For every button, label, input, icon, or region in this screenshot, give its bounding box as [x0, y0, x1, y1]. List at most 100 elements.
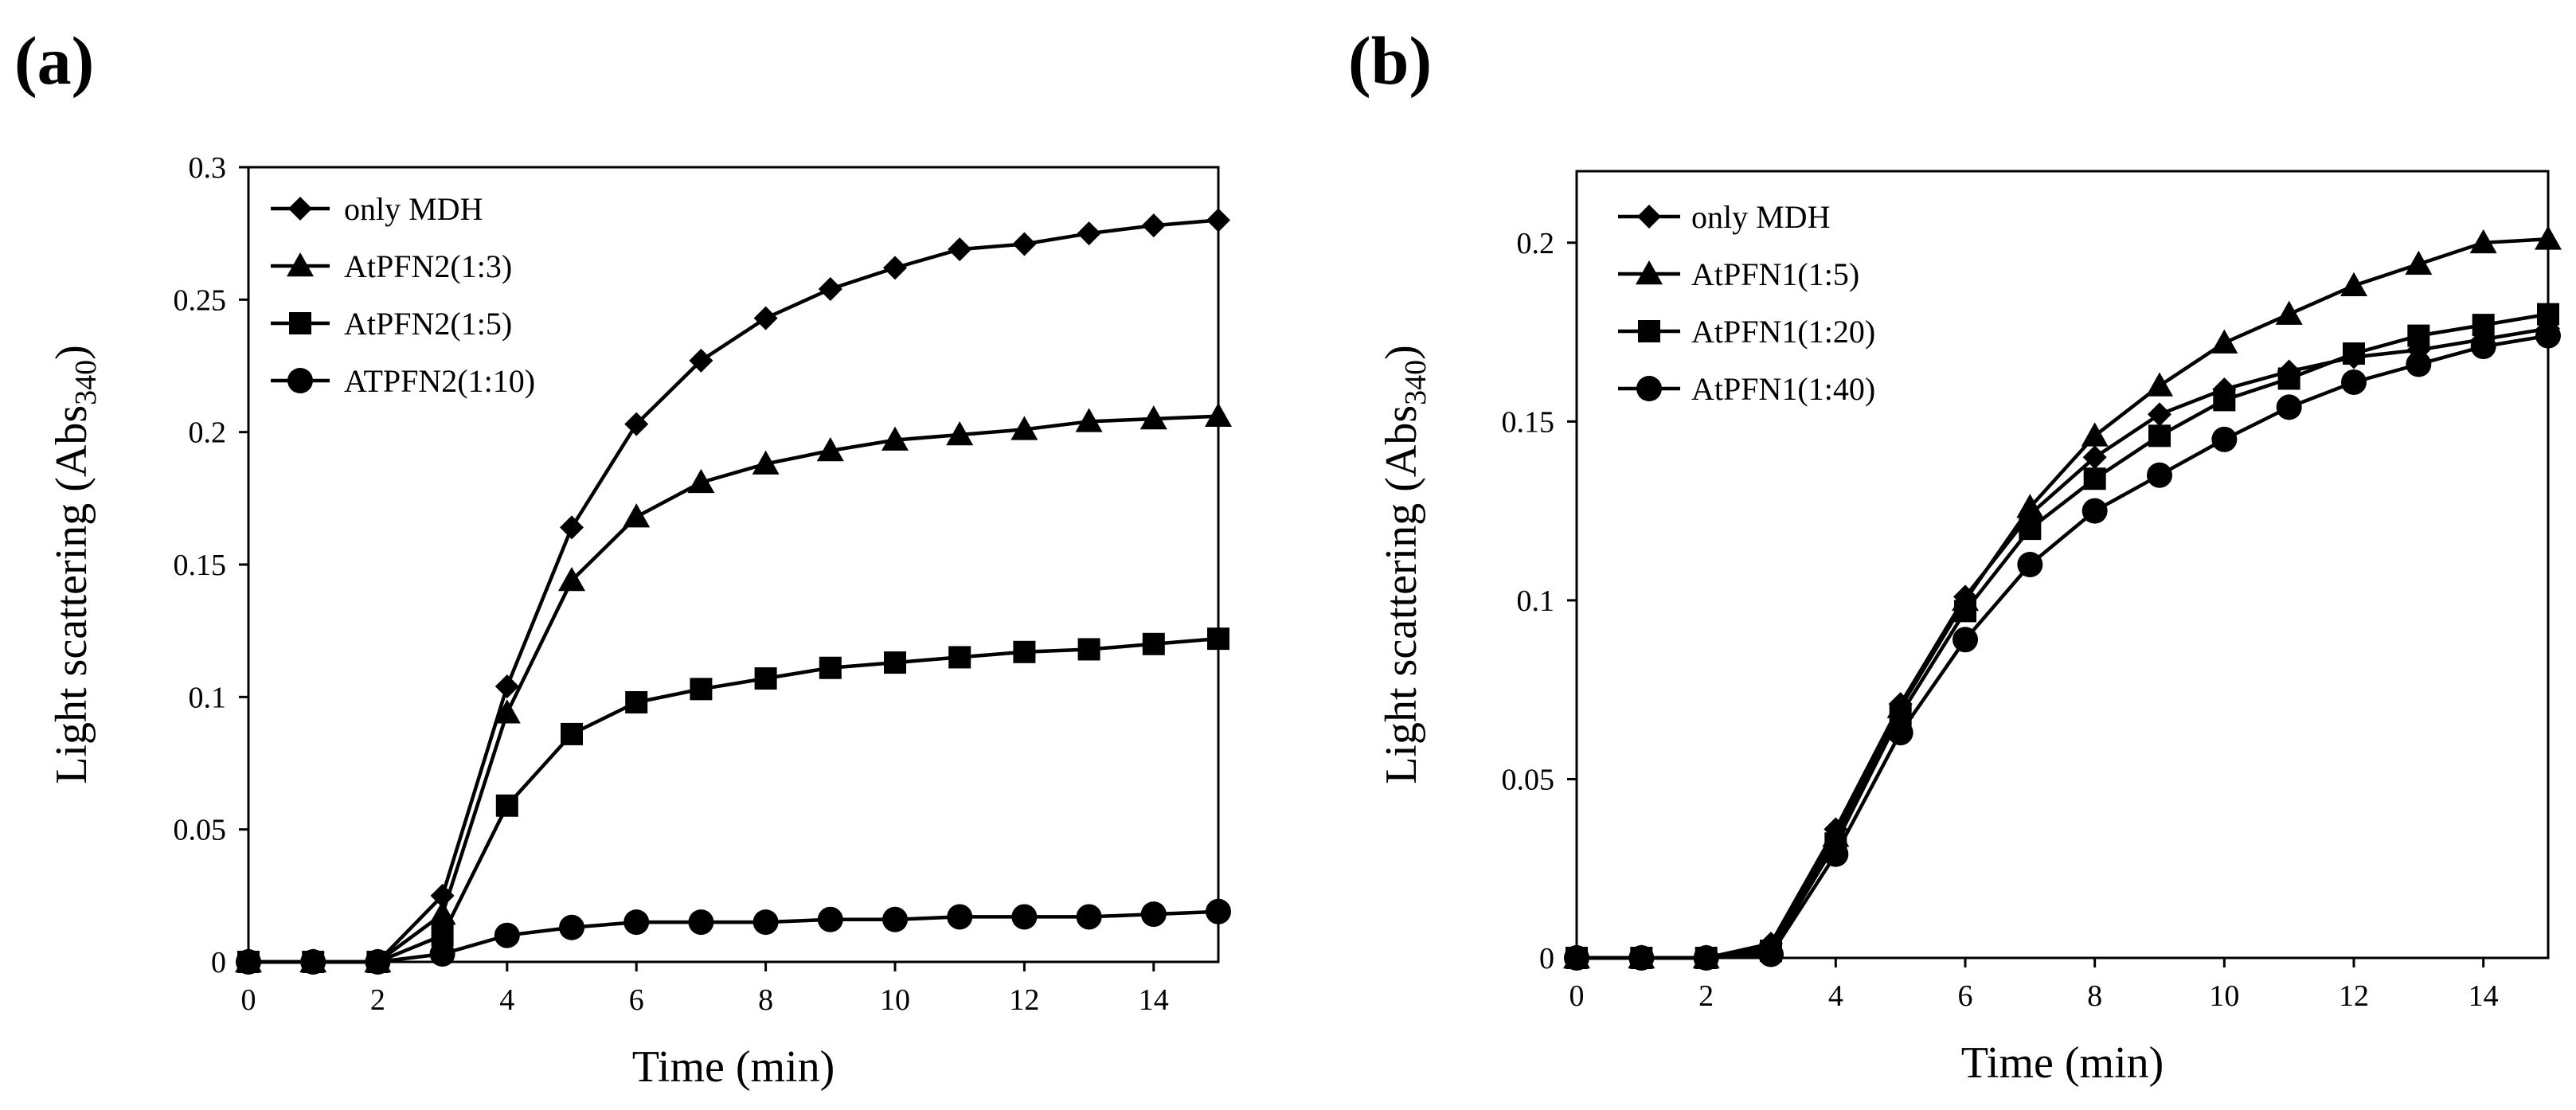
panel-a-data-point [493, 699, 521, 724]
panel-b-x-tick-label: 0 [1569, 979, 1585, 1013]
panel-a-data-point [1077, 221, 1101, 246]
panel-b-plot-frame [1575, 170, 2550, 960]
panel-a-data-point [494, 922, 520, 948]
panel-b-x-tick-label: 6 [1958, 979, 1973, 1013]
panel-a-legend: only MDH AtPFN2(1:3) AtPFN2(1:5) ATPFN2(1:1… [271, 191, 535, 399]
panel-b: (b) 0 2 4 6 8 10 12 14 0 0.05 0.1 0.15 0.2 Time (min) L… [1348, 22, 2562, 1088]
panel-a-data-point [1141, 213, 1166, 238]
panel-b-data-point [2275, 300, 2303, 325]
panel-a-legend-label: AtPFN2(1:3) [344, 248, 512, 284]
panel-a-data-point [690, 678, 713, 701]
panel-b-data-point [2407, 324, 2430, 347]
panel-a-data-point [882, 906, 908, 932]
panel-b-data-point [1628, 945, 1655, 971]
panel-a-label: (a) [14, 22, 94, 99]
panel-a-legend-marker [287, 252, 314, 277]
panel-a-data-point [559, 914, 584, 940]
panel-a-series-line [248, 909, 1219, 964]
panel-b-x-tick-label: 12 [2339, 979, 2369, 1013]
panel-b-legend-label: only MDH [1691, 199, 1830, 235]
panel-a-legend-label: only MDH [344, 191, 483, 227]
panel-a-data-point [881, 426, 909, 451]
panel-b-x-axis-title: Time (min) [1961, 1038, 2164, 1088]
panel-b-series-line [1577, 326, 2549, 960]
panel-a-y-tick-label: 0.1 [189, 681, 227, 714]
panel-a-data-point [494, 674, 519, 699]
panel-a-data-point [884, 651, 906, 674]
panel-a-data-point [817, 906, 843, 932]
panel-b-data-point [2469, 229, 2497, 254]
panel-b-data-point [2276, 394, 2302, 420]
panel-a-y-axis-title: Light scattering (Abs340) [47, 345, 103, 784]
panel-a-data-point [946, 420, 974, 446]
panel-b-legend: only MDH AtPFN1(1:5) AtPFN1(1:20) AtPFN1(1:… [1618, 199, 1875, 407]
panel-a-data-point [1076, 904, 1102, 930]
panel-a-data-point [689, 348, 713, 373]
panel-a-data-point [819, 656, 842, 679]
panel-a-data-point [300, 949, 326, 975]
panel-a-data-point [753, 306, 778, 330]
panel-a-x-tick-label: 6 [629, 983, 644, 1017]
panel-a-data-point [1205, 402, 1232, 427]
panel-a-x-tick-label: 0 [241, 983, 256, 1017]
panel-a-data-point [1077, 638, 1100, 661]
panel-a-series-line [248, 414, 1219, 964]
panel-b-data-point [2472, 314, 2495, 337]
panel-b-x-tick-label: 2 [1698, 979, 1714, 1013]
panel-a-data-point [560, 515, 584, 540]
panel-a-data-point [752, 909, 779, 936]
panel-b-data-point [2019, 518, 2042, 541]
panel-a-data-point [883, 256, 907, 280]
panel-b-series-diamond [1565, 316, 2560, 970]
panel-b-data-point [2147, 462, 2172, 488]
panel-b-series-line [1577, 312, 2549, 960]
panel-b-x-tick-label: 10 [2209, 979, 2239, 1013]
panel-b-legend-label: AtPFN1(1:5) [1691, 256, 1859, 292]
panel-a-data-point [624, 412, 649, 436]
panel-a-data-point [816, 436, 844, 462]
panel-a-series-circle [236, 898, 1231, 975]
panel-b-data-point [2082, 498, 2108, 524]
panel-a-data-point [818, 277, 842, 302]
panel-a-data-point [561, 722, 583, 745]
panel-a-data-point [623, 503, 651, 528]
panel-b-data-point [2343, 342, 2365, 365]
panel-a-legend-label: ATPFN2(1:10) [344, 363, 535, 399]
panel-a-x-tick-label: 14 [1139, 983, 1169, 1017]
panel-b-data-point [2535, 322, 2561, 349]
panel-a-data-point [236, 949, 261, 975]
panel-b-data-point [2016, 494, 2044, 518]
panel-b-x-tick-label: 8 [2087, 979, 2102, 1013]
panel-a-data-point [687, 468, 715, 494]
panel-b-x-tick-label: 14 [2469, 979, 2499, 1013]
panel-b-series-circle [1564, 322, 2561, 971]
panel-a-series-line [248, 636, 1219, 964]
panel-a-series-triangle [235, 402, 1232, 973]
panel-b-x-tick-label: 4 [1828, 979, 1843, 1013]
panel-b-legend-marker [1638, 320, 1660, 342]
panel-b-data-point [2148, 402, 2171, 427]
panel-b-y-tick-label: 0.2 [1517, 227, 1555, 260]
panel-a-y-tick-label: 0.2 [189, 416, 227, 450]
panel-b-y-axis-title: Light scattering (Abs340) [1377, 345, 1433, 784]
panel-b-data-point [1564, 945, 1589, 971]
panel-b-y-tick-label: 0.05 [1502, 763, 1555, 796]
panel-b-legend-marker [1636, 260, 1663, 285]
panel-a: (a) 0 2 4 6 8 10 12 14 0 0.05 0.1 0.15 0.2 0.25 0.3 Time… [14, 22, 1232, 1092]
panel-a-data-point [752, 450, 780, 475]
panel-a-y-tick-label: 0.25 [174, 283, 227, 317]
panel-b-y-tick-label: 0.1 [1517, 584, 1555, 618]
panel-b-y-tick-label: 0.15 [1502, 405, 1555, 439]
panel-a-legend-label: AtPFN2(1:5) [344, 306, 512, 342]
panel-a-x-tick-label: 4 [499, 983, 514, 1017]
panel-a-data-point [1012, 232, 1037, 256]
panel-b-data-point [1693, 945, 1719, 971]
panel-a-data-point [625, 690, 648, 713]
panel-a-series-line [248, 218, 1219, 964]
panel-a-legend-marker [288, 197, 312, 221]
panel-a-y-tick-label: 0.05 [174, 814, 227, 847]
panel-b-legend-marker [1636, 376, 1662, 401]
panel-b-data-point [1823, 841, 1849, 867]
panel-a-data-point [1206, 208, 1230, 233]
